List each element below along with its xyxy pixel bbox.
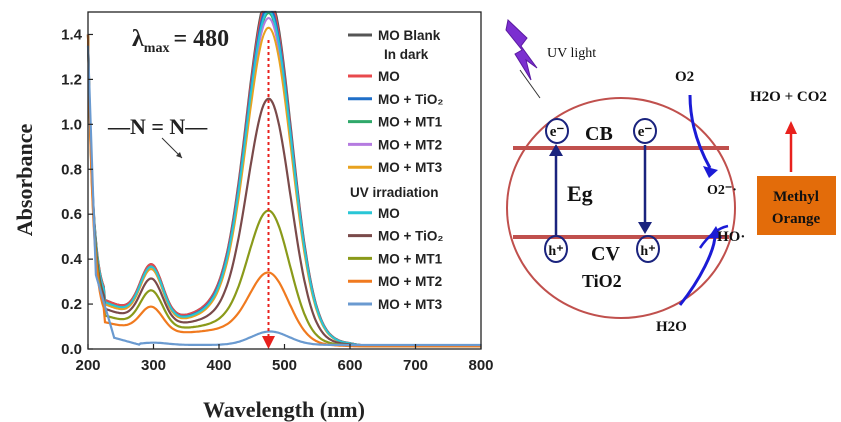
x-tick-label: 400 [206,357,231,374]
uv-light-label: UV light [547,46,596,61]
methyl-orange-box [757,176,836,235]
legend-entry: MO + TiO₂ [378,229,443,244]
legend-entry: MO [378,206,400,221]
uv-ray [519,69,541,99]
legend-entry: MO + MT1 [378,115,443,130]
products-label: H2O + CO2 [750,89,827,105]
y-axis-title: Absorbance [12,124,37,237]
x-tick-label: 600 [337,357,362,374]
electron-2 [633,118,657,144]
legend-entry: MO [378,69,400,84]
legend-entry: MO + MT2 [378,137,442,152]
electron-1 [545,118,569,144]
x-tick-label: 300 [141,357,166,374]
lambda-value: = 480 [173,26,229,52]
methyl-orange-label-line2: Orange [772,211,821,227]
lambda-symbol: λ [132,26,144,52]
legend-entry: MO + MT1 [378,251,443,266]
band-gap-label: Eg [567,181,593,206]
y-tick-label: 0.4 [61,251,83,268]
water-label: H2O [656,319,687,335]
degradation-arrowhead [785,121,797,134]
hydroxyl-arrow [698,224,729,249]
x-tick-label: 500 [272,357,297,374]
superoxide-label: O2⁻· [707,183,737,198]
legend-entry: MO + MT3 [378,160,443,175]
hydroxyl-label: HO· [717,229,745,245]
cv-label: CV [591,243,620,265]
x-tick-label: 700 [403,357,428,374]
tio2-particle-circle [506,97,736,319]
x-axis-title: Wavelength (nm) [203,397,365,422]
lambda-max-arrowhead [262,336,275,349]
axis-ticks: 200 300 400 500 600 700 800 0.0 0.2 0.4 0.6 0.8 1.0 1… [61,26,493,374]
legend-group-subheader: In dark [384,47,429,62]
legend-entry: MO + TiO₂ [378,92,443,107]
legend-entry: MO + MT2 [378,274,442,289]
y-tick-label: 1.2 [61,71,82,88]
y-tick-label: 0.0 [61,341,82,358]
hole-1 [544,235,568,263]
o2-label: O2 [675,69,694,85]
tio2-label: TiO2 [582,271,622,291]
hole-2 [636,235,660,263]
legend-group-header: UV irradiation [350,185,439,200]
o2-reduction-arrow [688,94,712,169]
lambda-subscript: max [144,41,170,56]
water-oxidation-arrow [678,234,717,306]
cb-label: CB [585,123,613,145]
o2-reduction-arrowhead [703,166,718,178]
x-tick-label: 800 [468,357,493,374]
y-tick-label: 0.2 [61,296,82,313]
x-tick-label: 200 [75,357,100,374]
excitation-arrowhead [549,144,563,156]
methyl-orange-label-line1: Methyl [773,189,819,205]
y-tick-label: 0.6 [61,206,82,223]
recombination-arrowhead [638,222,652,234]
y-tick-label: 1.0 [61,116,82,133]
legend-entry: MO + MT3 [378,297,443,312]
electron-1-label: e⁻ [550,124,565,140]
azo-pointer-head [176,152,182,158]
electron-2-label: e⁻ [638,124,653,140]
legend-group-header: MO Blank [378,28,441,43]
uv-lightning-icon [505,19,538,81]
y-tick-label: 0.8 [61,161,82,178]
absorbance-chart: 200 300 400 500 600 700 800 0.0 0.2 0.4 0.6 0.8 1.0 1… [12,10,494,422]
azo-bond-label: —N = N— [107,114,208,139]
lambda-max-label: λmax = 480 [132,26,229,56]
hole-1-label: h⁺ [548,244,563,259]
legend: MO Blank In dark MO MO + TiO₂ MO + MT1 MO + M… [348,28,443,312]
y-tick-label: 1.4 [61,26,83,43]
hole-2-label: h⁺ [640,244,655,259]
